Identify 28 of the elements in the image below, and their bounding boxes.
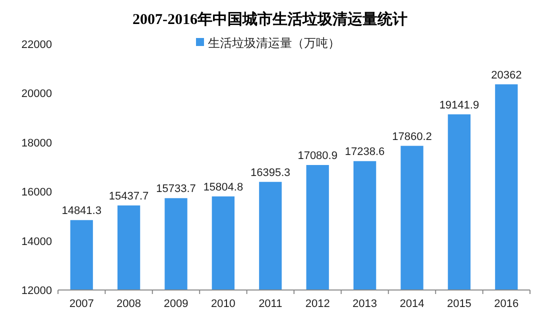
y-tick-label: 18000 [21, 137, 52, 150]
data-label: 15804.8 [203, 181, 244, 194]
x-tick-label: 2009 [164, 298, 188, 310]
x-tick-label: 2012 [305, 298, 330, 310]
data-label: 14841.3 [62, 205, 102, 218]
data-label: 19141.9 [439, 99, 480, 112]
data-label: 17238.6 [344, 146, 385, 158]
x-tick-label: 2016 [494, 298, 519, 310]
data-label: 17860.2 [392, 130, 432, 143]
chart-title: 2007-2016年中国城市生活垃圾清运量统计 [132, 10, 408, 28]
x-tick-label: 2007 [69, 298, 94, 310]
y-tick-label: 22000 [21, 39, 52, 51]
x-tick-label: 2011 [258, 298, 282, 310]
x-tick-label: 2010 [210, 298, 236, 310]
y-tick-label: 20000 [21, 88, 52, 100]
x-tick-label: 2014 [400, 298, 424, 310]
x-tick-label: 2008 [116, 298, 142, 310]
legend-label: 生活垃圾清运量（万吨） [208, 36, 340, 50]
x-tick-label: 2015 [446, 298, 472, 310]
y-tick-label: 12000 [21, 285, 52, 297]
y-tick-label: 14000 [21, 236, 52, 248]
data-label: 15437.7 [108, 190, 149, 202]
data-label: 15733.7 [156, 183, 196, 196]
data-label: 20362 [491, 69, 522, 82]
x-tick-label: 2013 [352, 298, 378, 310]
y-tick-label: 16000 [21, 186, 52, 199]
data-label: 16395.3 [250, 166, 290, 179]
data-label: 17080.9 [298, 150, 338, 162]
